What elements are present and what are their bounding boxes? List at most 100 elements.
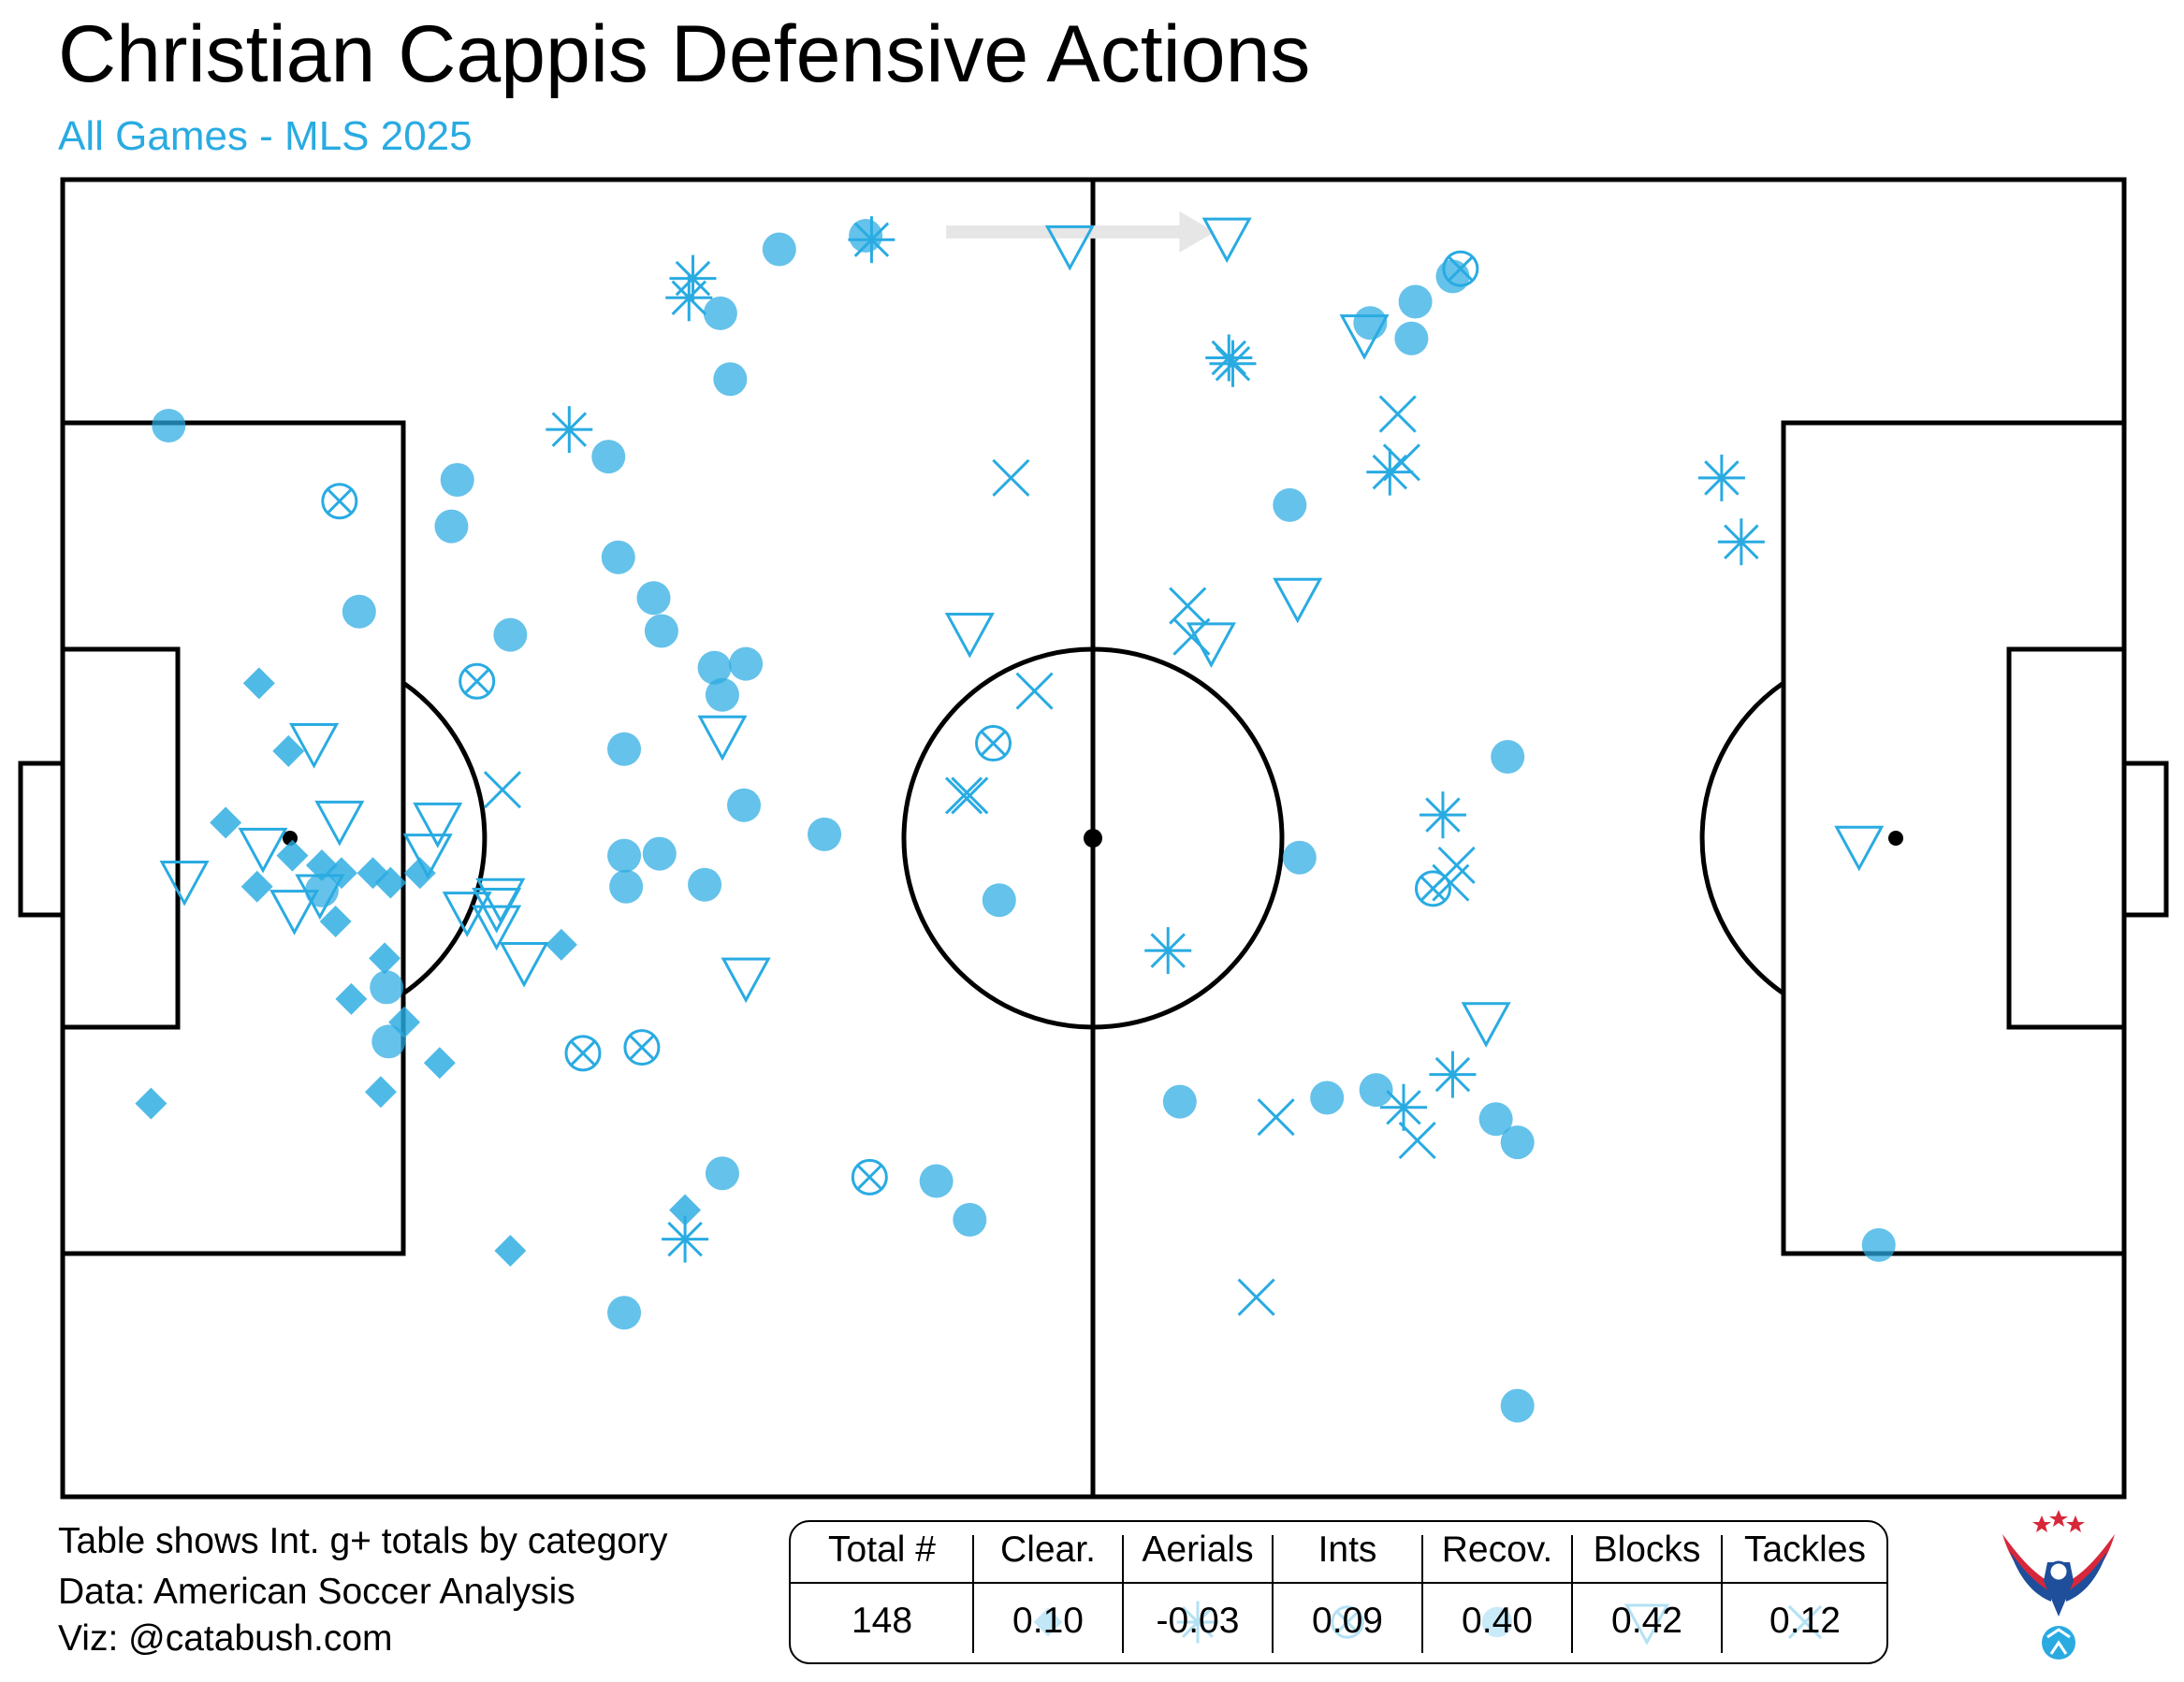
point-circle-x xyxy=(623,1029,661,1066)
point-triangle-down xyxy=(1201,217,1252,264)
point-dot xyxy=(434,509,469,544)
attack-direction-arrow xyxy=(946,210,1216,253)
point-dot xyxy=(705,677,739,712)
table-header-cell: Ints xyxy=(1318,1530,1377,1570)
point-dot xyxy=(644,614,678,648)
point-asterisk xyxy=(1209,340,1257,387)
point-diamond xyxy=(364,1076,397,1109)
point-diamond xyxy=(374,866,407,899)
point-dot xyxy=(953,1202,987,1237)
point-diamond xyxy=(545,928,577,961)
point-x xyxy=(1432,863,1470,902)
point-dot xyxy=(1282,840,1317,875)
point-triangle-down xyxy=(289,723,340,769)
point-circle-x xyxy=(974,725,1012,762)
point-dot xyxy=(729,646,764,681)
point-x xyxy=(1257,1098,1295,1137)
point-x xyxy=(483,771,522,809)
point-asterisk xyxy=(1144,927,1192,975)
left-penalty-arc xyxy=(401,680,488,996)
point-asterisk xyxy=(1379,1083,1427,1131)
table-value-cell: 148 xyxy=(851,1601,913,1641)
point-triangle-down xyxy=(295,874,345,921)
point-dot xyxy=(849,219,883,254)
right-penalty-arc xyxy=(1699,680,1785,996)
table-column: Clear. 0.10 xyxy=(973,1522,1123,1662)
point-dot xyxy=(762,232,796,267)
point-dot xyxy=(919,1164,954,1198)
center-spot xyxy=(1084,829,1102,848)
point-diamond xyxy=(210,806,242,839)
table-value-cell: 0.12 xyxy=(1769,1601,1841,1641)
point-asterisk xyxy=(1717,518,1765,566)
point-x xyxy=(1382,443,1420,482)
point-triangle-down xyxy=(1339,314,1390,360)
point-diamond xyxy=(135,1087,167,1120)
point-dot xyxy=(703,296,737,330)
table-column-divider xyxy=(1571,1535,1573,1653)
point-x xyxy=(951,776,989,815)
point-triangle-down xyxy=(238,827,288,874)
point-diamond xyxy=(276,839,309,872)
right-goal xyxy=(2121,761,2169,918)
table-header-cell: Recov. xyxy=(1441,1530,1553,1570)
point-asterisk xyxy=(1419,791,1466,839)
table-header-cell: Tackles xyxy=(1743,1530,1867,1570)
center-circle xyxy=(901,646,1285,1030)
eagle-logo xyxy=(2002,1510,2115,1660)
dot-icon xyxy=(1481,1606,1513,1638)
point-dot xyxy=(705,1156,739,1191)
table-column-divider xyxy=(1421,1535,1423,1653)
table-column: Total # 148 xyxy=(791,1522,973,1662)
point-dot xyxy=(727,788,762,822)
point-dot xyxy=(697,650,732,685)
point-triangle-down xyxy=(1273,577,1323,624)
point-dot xyxy=(1310,1080,1345,1115)
point-dot xyxy=(440,462,474,497)
point-asterisk xyxy=(665,274,713,322)
point-diamond xyxy=(242,667,275,700)
point-dot xyxy=(808,817,842,851)
point-dot xyxy=(1435,259,1470,294)
footnote-viz-credit: Viz: @catabush.com xyxy=(58,1618,393,1659)
point-asterisk xyxy=(1366,448,1414,496)
point-triangle-down xyxy=(159,861,210,906)
right-penalty-spot xyxy=(1888,831,1903,846)
point-circle-x xyxy=(459,662,496,700)
asterisk-icon xyxy=(1176,1601,1219,1644)
table-column: Aerials -0.03 xyxy=(1123,1522,1273,1662)
point-dot xyxy=(1162,1084,1197,1119)
point-triangle-down xyxy=(697,715,748,761)
table-column-divider xyxy=(1122,1535,1124,1653)
table-value-cell: 0.10 xyxy=(1012,1601,1084,1641)
point-triangle-down xyxy=(269,890,320,935)
point-circle-x xyxy=(321,483,358,520)
point-asterisk xyxy=(1697,454,1745,501)
chart-subtitle: All Games - MLS 2025 xyxy=(58,113,473,159)
table-value-cell: 0.42 xyxy=(1611,1601,1682,1641)
point-dot xyxy=(609,869,644,904)
point-dot xyxy=(152,408,186,442)
stats-table: Total # 148 Clear. 0.10 Aerials -0.03 Ints 0.09… xyxy=(789,1520,1888,1664)
diamond-icon xyxy=(1033,1607,1063,1637)
left-goal xyxy=(18,761,66,918)
point-triangle-down xyxy=(472,888,522,934)
point-dot xyxy=(607,1296,642,1330)
table-header-cell: Blocks xyxy=(1593,1530,1701,1570)
point-dot xyxy=(370,970,404,1005)
point-dot xyxy=(1398,284,1433,319)
point-x xyxy=(1172,617,1211,656)
point-x xyxy=(992,458,1030,497)
point-diamond xyxy=(403,857,436,890)
point-dot xyxy=(1861,1227,1896,1262)
point-dot xyxy=(371,1024,406,1059)
point-diamond xyxy=(319,906,352,938)
point-dot xyxy=(713,362,748,397)
table-column-divider xyxy=(1721,1535,1723,1653)
point-triangle-down xyxy=(721,957,771,1004)
pitch-lines xyxy=(18,177,2169,1500)
point-dot xyxy=(1500,1125,1535,1160)
point-diamond xyxy=(669,1194,702,1226)
point-dot xyxy=(1394,321,1429,355)
table-header-cell: Clear. xyxy=(1000,1530,1096,1570)
